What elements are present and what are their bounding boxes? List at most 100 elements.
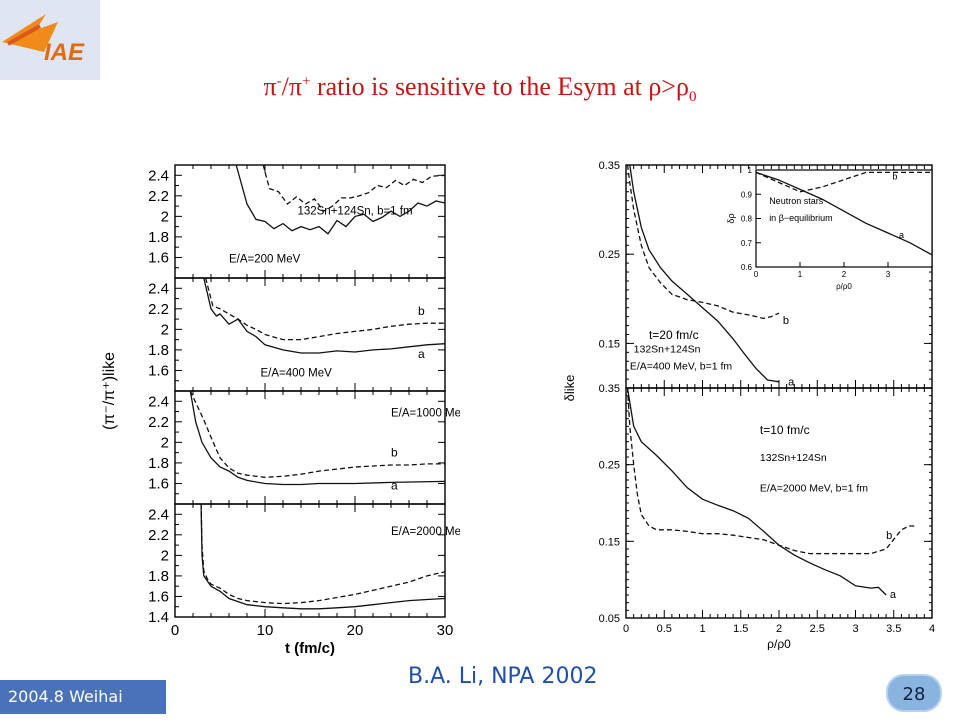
y-tick-label: 2 xyxy=(161,321,169,338)
inset-series-line-b xyxy=(756,171,932,193)
panel-frame xyxy=(174,164,446,279)
panel-annotation: E/A=200 MeV xyxy=(229,254,301,266)
x-tick-label: 2.5 xyxy=(810,623,825,635)
delta-like-chart: 0.350.250.15t=20 fm/c132Sn+124SnE/A=400 … xyxy=(562,160,935,650)
pion-ratio-panel: 2.4 2.2 2 1.8 1.6 E/A=1000 MeV b a xyxy=(148,390,460,505)
y-axis-label: δlike xyxy=(562,375,577,402)
x-tick-label: 2 xyxy=(776,623,782,635)
panel-annotation: E/A=400 MeV xyxy=(261,368,333,380)
y-tick-label: 2.4 xyxy=(148,506,169,523)
panel-annotation: E/A=2000 MeV xyxy=(391,526,460,538)
series-line-b xyxy=(204,278,445,341)
series-label-b: b xyxy=(418,304,425,318)
pion-ratio-panel: 2.4 2.2 2 1.8 1.6 E/A=400 MeV b a xyxy=(148,277,446,392)
y-tick-label: 2.2 xyxy=(148,301,169,318)
y-tick-label: 0.35 xyxy=(599,383,620,395)
series-label-a: a xyxy=(391,479,398,493)
y-tick-label: 2.4 xyxy=(148,167,169,184)
inset-x-tick-label: 0 xyxy=(754,270,759,279)
series-line-a xyxy=(235,165,445,235)
y-tick-label: 2 xyxy=(161,208,169,225)
y-tick-label: 0.15 xyxy=(599,338,620,350)
inset-y-tick-label: 0.9 xyxy=(741,190,753,199)
panel-annotation: 132Sn+124Sn xyxy=(760,452,827,464)
panel-annotation: E/A=1000 MeV xyxy=(391,408,460,420)
y-tick-label: 0.35 xyxy=(599,160,620,172)
x-tick-label: 0 xyxy=(623,623,629,635)
title-part: π xyxy=(263,72,277,101)
inset-annotation: in β−equilibrium xyxy=(769,213,832,223)
series-line-a xyxy=(189,391,445,486)
series-label-b: b xyxy=(391,446,398,460)
series-line-b xyxy=(189,391,445,478)
title-sup: - xyxy=(276,73,282,90)
series-line-a xyxy=(200,504,445,610)
y-tick-label: 2.4 xyxy=(148,280,169,297)
inset-y-axis-label: δρ xyxy=(726,213,736,223)
panel-annotation: E/A=2000 MeV, b=1 fm xyxy=(760,483,868,495)
pion-ratio-chart: 2.4 2.2 2 1.8 1.6 132Sn+124Sn, b=1 fm E/A=200 … xyxy=(101,164,460,657)
inset-y-tick-label: 1 xyxy=(748,166,753,175)
y-tick-label: 2.2 xyxy=(148,414,169,431)
panel-annotation: t=20 fm/c xyxy=(649,328,699,342)
inset-x-tick-label: 3 xyxy=(886,270,891,279)
inset-y-tick-label: 0.6 xyxy=(741,263,753,272)
page-number: 28 xyxy=(886,674,942,712)
x-tick-label: 30 xyxy=(437,622,454,639)
series-label-b: b xyxy=(783,315,789,327)
x-tick-label: 20 xyxy=(347,622,364,639)
panel-annotation: t=10 fm/c xyxy=(760,423,810,437)
logo-text: IAE xyxy=(44,39,85,66)
y-tick-label: 2 xyxy=(161,547,169,564)
x-tick-label: 4 xyxy=(929,623,935,635)
x-tick-label: 1.5 xyxy=(733,623,748,635)
inset-chart: 1 0.9 0.8 0.7 0.60 1 2 3 Neutron stars in β−equil… xyxy=(726,166,933,291)
x-tick-label: 0 xyxy=(171,622,179,639)
y-tick-label: 1.8 xyxy=(148,342,169,359)
y-tick-label: 2.2 xyxy=(148,527,169,544)
title-sub: 0 xyxy=(689,89,697,106)
y-tick-label: 1.8 xyxy=(148,568,169,585)
x-axis-label: ρ/ρ0 xyxy=(767,637,791,650)
y-tick-label: 0.15 xyxy=(599,536,620,548)
y-tick-label: 1.6 xyxy=(148,362,169,379)
series-line-b xyxy=(626,165,780,320)
y-axis-label: (π⁻/π⁺)like xyxy=(101,352,118,430)
iae-logo: IAE xyxy=(0,0,100,80)
x-tick-label: 1 xyxy=(699,623,705,635)
series-label-a: a xyxy=(788,376,795,388)
title-part: /π xyxy=(281,72,302,101)
inset-frame xyxy=(755,169,933,268)
inset-x-tick-label: 1 xyxy=(798,270,803,279)
x-tick-label: 10 xyxy=(257,622,274,639)
slide-title: π-/π+ ratio is sensitive to the Esym at … xyxy=(0,72,960,106)
inset-series-line-a xyxy=(756,171,932,256)
logo-graphic: IAE xyxy=(2,14,85,66)
series-line-a xyxy=(203,278,445,354)
series-line-b xyxy=(626,388,917,555)
y-tick-label: 1.8 xyxy=(148,455,169,472)
inset-series-label-b: b xyxy=(892,172,897,182)
inset-annotation: Neutron stars xyxy=(769,196,824,206)
y-tick-label: 1.4 xyxy=(148,609,169,626)
panel-annotation: E/A=400 MeV, b=1 fm xyxy=(630,360,733,372)
y-tick-label: 2.2 xyxy=(148,188,169,205)
y-tick-label: 2 xyxy=(161,434,169,451)
y-tick-label: 2.4 xyxy=(148,393,169,410)
title-sup: + xyxy=(301,73,311,90)
footer-date-location: 2004.8 Weihai xyxy=(0,680,166,714)
inset-x-axis-label: ρ/ρ0 xyxy=(836,282,852,291)
series-line-a xyxy=(626,388,887,596)
delta-like-panel: 0.35 0.25 0.15 0.05 t=10 fm/c 132Sn+124Sn E/A=… xyxy=(599,383,933,625)
y-tick-label: 1.6 xyxy=(148,588,169,605)
panel-annotation: 132Sn+124Sn xyxy=(634,343,701,355)
y-tick-label: 1.6 xyxy=(148,249,169,266)
series-label-a: a xyxy=(890,589,897,601)
title-part: ratio is sensitive to the Esym at ρ>ρ xyxy=(310,72,690,101)
series-label-a: a xyxy=(418,347,425,361)
pion-ratio-panel: 2.4 2.2 2 1.8 1.6 132Sn+124Sn, b=1 fm E/A=200 … xyxy=(148,164,446,279)
inset-series-label-a: a xyxy=(899,230,904,240)
series-line-b xyxy=(262,165,445,213)
x-axis-label: t (fm/c) xyxy=(285,640,335,657)
y-tick-label: 0.25 xyxy=(599,249,620,261)
